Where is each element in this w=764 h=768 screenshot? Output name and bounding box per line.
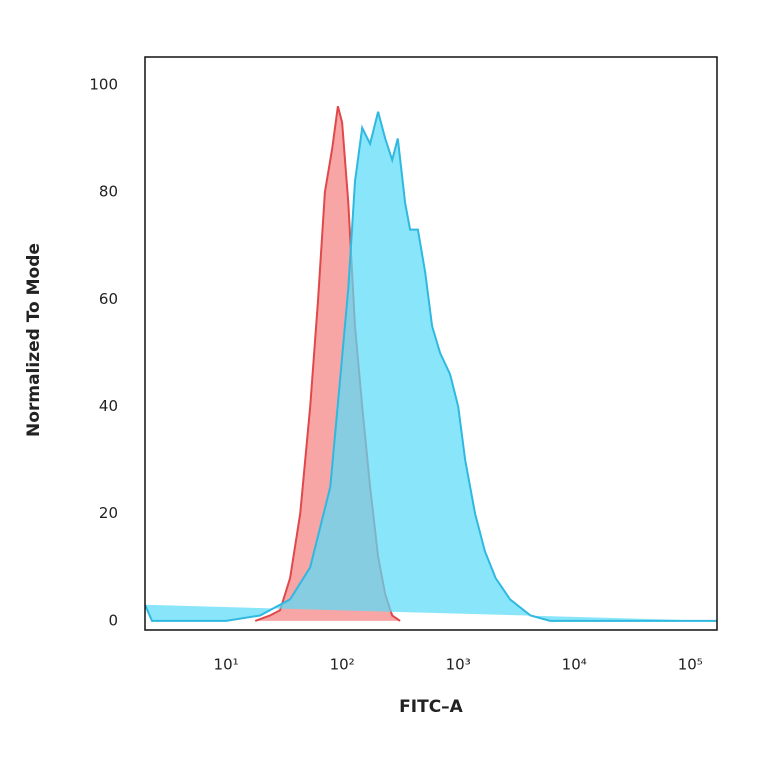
x-tick-label: 10⁵	[678, 656, 703, 674]
plot-frame	[144, 56, 718, 631]
y-tick-label: 60	[99, 290, 118, 308]
y-tick-label: 40	[99, 397, 118, 415]
y-tick-label: 100	[89, 75, 118, 93]
x-tick-label: 10³	[446, 656, 471, 674]
x-tick-label: 10²	[330, 656, 355, 674]
x-axis-label: FITC–A	[399, 697, 464, 717]
histogram-area	[145, 111, 717, 622]
y-tick-label: 20	[99, 504, 118, 522]
x-tick-label: 10¹	[214, 656, 239, 674]
y-axis-label: Normalized To Mode	[24, 243, 44, 437]
y-tick-label: 80	[99, 183, 118, 201]
y-tick-label: 0	[108, 611, 118, 629]
x-tick-label: 10⁴	[562, 656, 587, 674]
